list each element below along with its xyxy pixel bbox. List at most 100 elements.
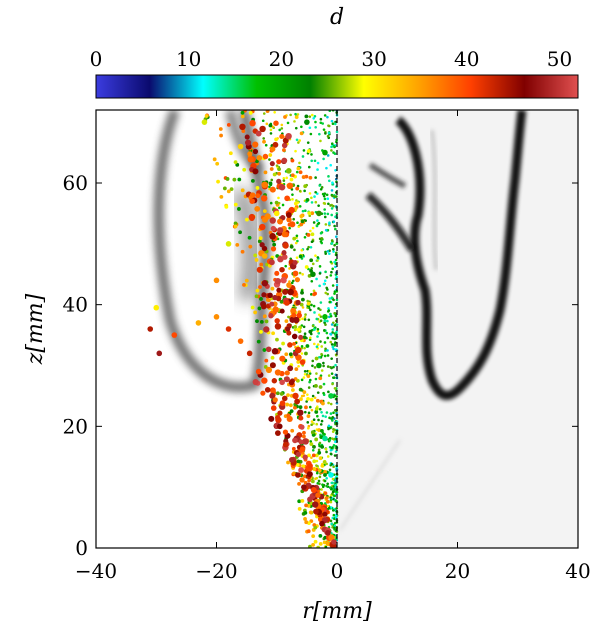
- droplet-small: [329, 260, 333, 264]
- droplet-small: [322, 382, 326, 386]
- droplet-medium: [325, 499, 330, 504]
- droplet-large: [295, 299, 301, 306]
- droplet-small: [308, 126, 312, 130]
- droplet-small: [327, 427, 330, 431]
- droplet-small: [328, 300, 332, 304]
- droplet-small: [306, 393, 309, 396]
- droplet-small: [331, 430, 335, 433]
- droplet-small: [318, 184, 322, 187]
- droplet-small: [333, 195, 337, 199]
- droplet-small: [330, 142, 334, 146]
- droplet-small: [330, 481, 334, 485]
- droplet-small: [330, 446, 333, 450]
- droplet-point: [195, 320, 202, 326]
- droplet-medium: [268, 153, 273, 157]
- droplet-small: [268, 185, 271, 189]
- droplet-large: [296, 312, 302, 319]
- droplet-small: [309, 132, 313, 136]
- droplet-small: [328, 222, 331, 226]
- droplet-small: [327, 424, 331, 428]
- droplet-medium: [311, 534, 316, 539]
- droplet-large: [269, 259, 275, 266]
- droplet-small: [322, 128, 326, 131]
- droplet-medium: [305, 344, 310, 348]
- droplet-medium: [313, 525, 318, 530]
- droplet-medium: [232, 177, 237, 182]
- droplet-small: [295, 234, 299, 238]
- droplet-point: [328, 393, 334, 399]
- droplet-small: [325, 476, 328, 480]
- droplet-small: [319, 340, 322, 343]
- droplet-medium: [296, 166, 301, 171]
- droplet-large: [261, 216, 268, 223]
- droplet-small: [330, 357, 333, 360]
- colorbar-tick-label: 40: [454, 47, 479, 71]
- droplet-small: [331, 477, 335, 481]
- droplet-small: [304, 209, 307, 213]
- droplet-medium: [257, 306, 262, 311]
- droplet-large: [290, 307, 297, 314]
- x-tick-label: 40: [565, 559, 590, 583]
- droplet-medium: [292, 236, 297, 241]
- droplet-large: [274, 278, 282, 285]
- droplet-point: [316, 210, 322, 217]
- droplet-medium: [311, 542, 315, 547]
- droplet-small: [310, 153, 313, 156]
- droplet-small: [318, 272, 322, 275]
- droplet-small: [301, 306, 305, 309]
- droplet-small: [308, 115, 312, 118]
- droplet-small: [333, 526, 336, 530]
- droplet-medium: [299, 214, 304, 219]
- droplet-medium: [218, 127, 223, 131]
- droplet-small: [292, 217, 295, 221]
- droplet-large: [298, 415, 304, 421]
- droplet-small: [313, 114, 317, 118]
- droplet-small: [313, 342, 316, 346]
- droplet-small: [319, 139, 322, 143]
- droplet-small: [317, 331, 321, 335]
- droplet-small: [324, 132, 327, 135]
- droplet-small: [308, 378, 312, 382]
- droplet-large: [279, 308, 285, 314]
- droplet-small: [324, 270, 327, 274]
- droplet-medium: [324, 496, 329, 500]
- droplet-medium: [306, 414, 311, 419]
- droplet-small: [330, 296, 334, 300]
- droplet-small: [311, 448, 315, 452]
- droplet-large: [247, 151, 253, 157]
- droplet-small: [297, 141, 300, 144]
- droplet-point: [213, 314, 220, 320]
- droplet-small: [295, 199, 298, 202]
- droplet-large: [299, 359, 306, 365]
- droplet-large: [274, 430, 281, 436]
- droplet-small: [298, 161, 301, 165]
- droplet-point: [276, 423, 283, 430]
- droplet-small: [325, 450, 328, 454]
- droplet-small: [290, 281, 294, 285]
- droplet-medium: [311, 453, 316, 458]
- droplet-small: [314, 200, 318, 204]
- droplet-medium: [268, 123, 273, 128]
- droplet-medium: [300, 219, 305, 224]
- droplet-medium: [245, 217, 249, 222]
- droplet-medium: [291, 446, 296, 451]
- droplet-small: [319, 121, 323, 125]
- droplet-small: [309, 245, 313, 249]
- droplet-large: [284, 370, 290, 376]
- droplet-large: [270, 225, 276, 232]
- droplet-small: [307, 245, 310, 249]
- droplet-medium: [300, 297, 305, 302]
- droplet-medium: [264, 358, 269, 363]
- droplet-small: [310, 240, 314, 244]
- droplet-small: [316, 219, 319, 222]
- droplet-large: [294, 277, 301, 283]
- droplet-small: [310, 456, 313, 459]
- droplet-small: [335, 395, 339, 398]
- droplet-small: [314, 254, 317, 257]
- droplet-small: [320, 352, 323, 356]
- droplet-point: [273, 210, 280, 217]
- droplet-small: [321, 483, 324, 487]
- droplet-large: [255, 130, 262, 137]
- droplet-medium: [253, 310, 258, 315]
- droplet-small: [278, 206, 281, 210]
